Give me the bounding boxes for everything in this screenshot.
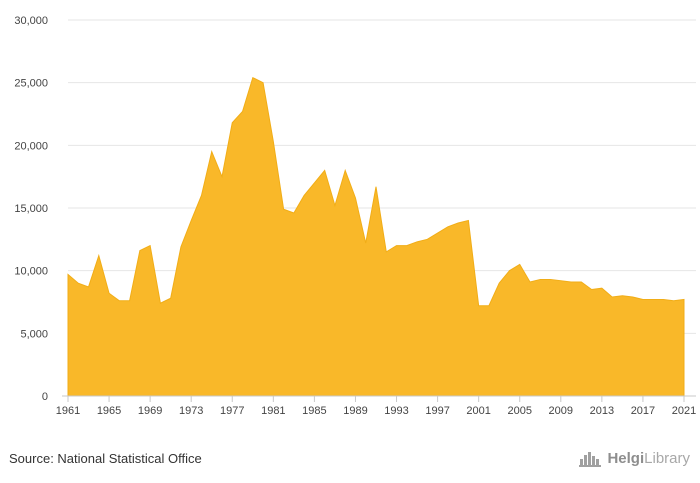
y-tick-label: 0	[42, 391, 48, 403]
y-tick-label: 25,000	[14, 78, 48, 90]
helgi-library-logo[interactable]: Helgi Library	[579, 449, 690, 467]
x-tick-label: 2001	[466, 405, 490, 417]
x-axis: 1961 1965 1969 1973 1977 1981 1985 1989 1993 1997…	[56, 395, 696, 417]
brand-name-part1: Helgi	[607, 449, 645, 467]
x-tick-label: 1997	[425, 405, 449, 417]
x-tick-label: 2017	[631, 405, 655, 417]
y-tick-label: 30,000	[14, 15, 48, 27]
y-tick-label: 20,000	[14, 140, 48, 152]
x-tick-label: 1985	[302, 405, 326, 417]
x-tick-label: 1977	[220, 405, 244, 417]
x-tick-label: 1981	[261, 405, 285, 417]
x-tick-label: 2005	[507, 405, 531, 417]
x-tick-label: 1969	[138, 405, 162, 417]
x-tick-label: 1973	[179, 405, 203, 417]
x-tick-label: 2013	[590, 405, 614, 417]
x-tick-label: 2009	[549, 405, 573, 417]
x-tick-label: 1989	[343, 405, 367, 417]
series-area	[67, 76, 685, 397]
y-tick-label: 5,000	[20, 328, 48, 340]
y-axis: 0 5,000 10,000 15,000 20,000 25,000 30,000	[14, 15, 48, 403]
x-tick-label: 1993	[384, 405, 408, 417]
x-tick-label: 2021	[672, 405, 696, 417]
series-area-layer	[67, 76, 685, 397]
area-chart: 0 5,000 10,000 15,000 20,000 25,000 30,000 196…	[14, 15, 696, 417]
x-tick-label: 1965	[97, 405, 121, 417]
x-tick-label: 1961	[56, 405, 80, 417]
y-tick-label: 10,000	[14, 266, 48, 278]
y-tick-label: 15,000	[14, 203, 48, 215]
brand-name-part2: Library	[644, 449, 690, 467]
source-note: Source: National Statistical Office	[9, 451, 202, 466]
library-logo-icon	[579, 452, 602, 467]
